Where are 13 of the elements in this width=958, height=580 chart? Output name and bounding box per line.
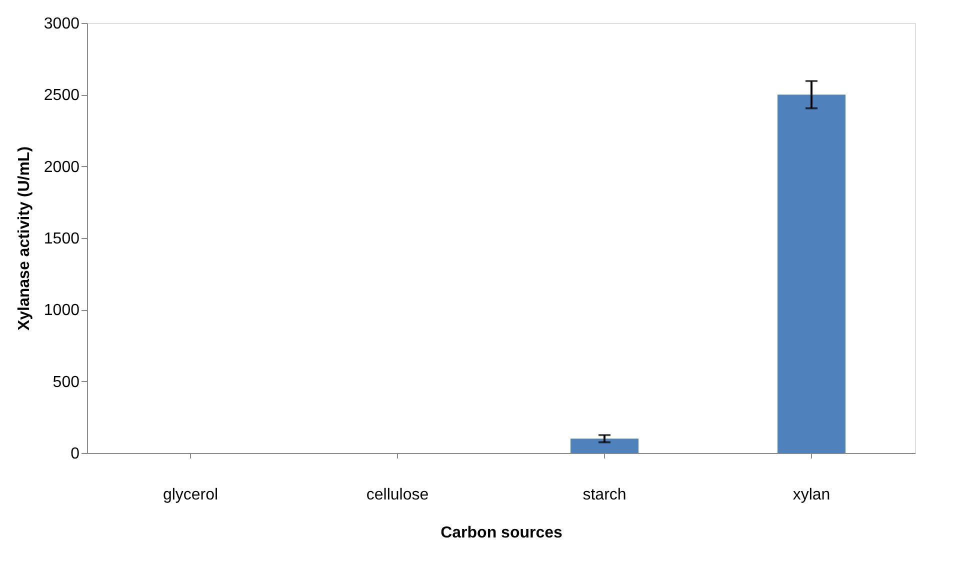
x-tick-label: glycerol — [162, 486, 218, 504]
y-tick-label: 500 — [52, 374, 80, 391]
y-axis-title: Xylanase activity (U/mL) — [16, 146, 33, 331]
y-tick-label: 2500 — [44, 87, 80, 104]
y-tick-label: 0 — [70, 446, 80, 462]
y-tick-label: 2000 — [44, 158, 80, 176]
x-tick-label: cellulose — [366, 486, 429, 504]
x-tick-label: starch — [582, 486, 626, 504]
y-tick-label: 1000 — [44, 302, 80, 320]
y-tick-label: 1500 — [44, 230, 80, 248]
y-tick-label: 3000 — [44, 16, 80, 32]
x-tick-label: xylan — [792, 486, 830, 504]
x-axis-title: Carbon sources — [440, 524, 563, 542]
